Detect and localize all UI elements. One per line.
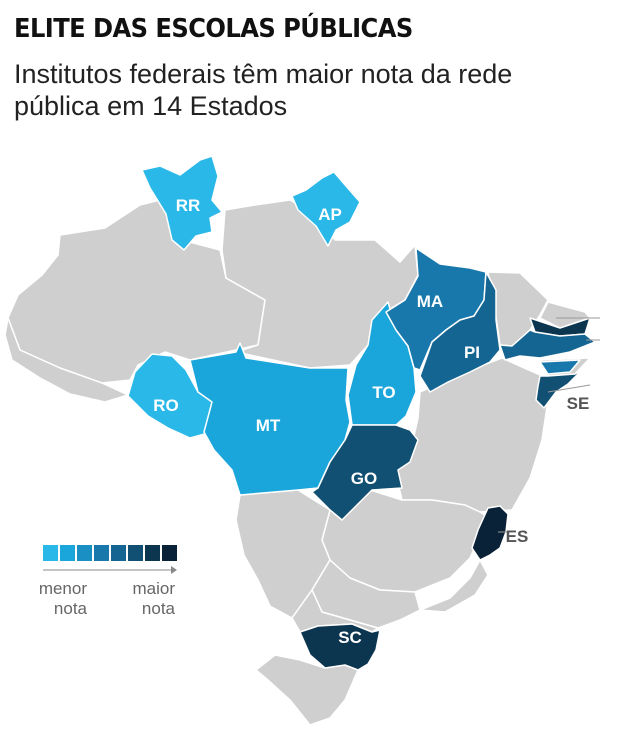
state-go-label: GO (351, 469, 377, 488)
state-to-label: TO (372, 383, 395, 402)
state-sc (299, 623, 381, 671)
state-ro-label: RO (153, 396, 179, 415)
state-ma-label: MA (417, 292, 443, 311)
state-ba (394, 357, 549, 513)
callout-lines (498, 317, 600, 533)
state-ap (291, 171, 361, 247)
legend-swatch-4 (111, 545, 126, 561)
state-es (471, 505, 509, 561)
legend-swatch-5 (128, 545, 143, 561)
state-pi-label: PI (464, 343, 480, 362)
state-sc-label: SC (338, 628, 362, 647)
map-subtitle: Institutos federais têm maior nota da re… (14, 59, 513, 121)
legend-min-label-0: menor (39, 579, 88, 598)
state-ac (4, 317, 129, 403)
legend-swatch-3 (94, 545, 109, 561)
legend-max-label-1: nota (142, 599, 176, 618)
legend-arrow-head (171, 566, 177, 574)
legend-swatch-1 (60, 545, 75, 561)
callout-line-2 (547, 384, 591, 393)
state-rj (419, 559, 489, 613)
state-mt-label: MT (256, 416, 281, 435)
legend-min-label-1: nota (54, 599, 88, 618)
legend-swatch-7 (162, 545, 177, 561)
state-al-accent (539, 359, 581, 375)
state-rr-label: RR (176, 196, 201, 215)
state-es-label: ES (506, 527, 529, 546)
state-go (311, 424, 419, 521)
state-se (535, 369, 583, 409)
state-pi (419, 271, 501, 393)
legend-swatch-0 (43, 545, 58, 561)
state-ap-label: AP (318, 205, 342, 224)
state-pe (499, 329, 596, 361)
map-title: ELITE DAS ESCOLAS PÚBLICAS (14, 14, 413, 44)
other-states (4, 199, 591, 726)
legend-swatch-6 (145, 545, 160, 561)
legend-max-label-0: maior (132, 579, 175, 598)
state-rr (141, 155, 223, 251)
legend-swatch-2 (77, 545, 92, 561)
state-se-label: SE (567, 394, 590, 413)
